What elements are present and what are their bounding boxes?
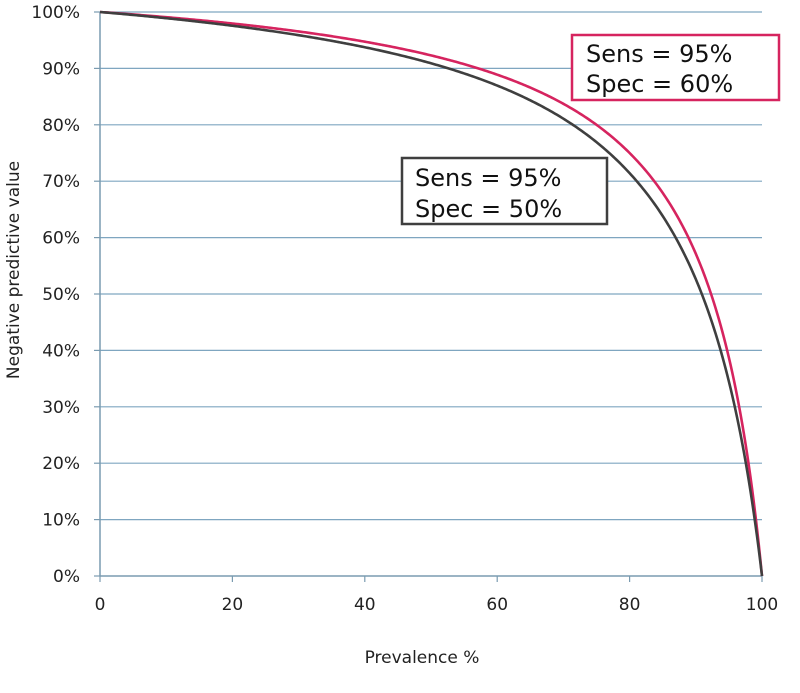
- series-lines: [99, 10, 764, 577]
- annotation-spec-60-line-2: Spec = 60%: [586, 70, 733, 98]
- annotation-spec-50-line-2: Spec = 50%: [415, 195, 562, 223]
- y-axis-title: Negative predictive value: [4, 161, 24, 379]
- y-tick-label: 100%: [31, 3, 80, 23]
- grid-lines: [100, 11, 762, 521]
- x-tick-label: 0: [95, 595, 106, 615]
- y-tick-label: 30%: [42, 398, 80, 418]
- series-line-1: [99, 10, 764, 577]
- y-tick-label: 0%: [53, 567, 80, 587]
- tick-marks: 0% 10% 20% 30% 40% 50% 60% 70% 80% 90% 100% 0 20 40 60…: [31, 3, 778, 615]
- y-tick-label: 60%: [42, 229, 80, 249]
- y-tick-label: 10%: [42, 511, 80, 531]
- x-tick-label: 100: [746, 595, 778, 615]
- annotation-spec-50: Sens = 95% Spec = 50%: [400, 156, 609, 226]
- y-tick-label: 70%: [42, 172, 80, 192]
- y-tick-label: 50%: [42, 285, 80, 305]
- x-tick-label: 60: [486, 595, 508, 615]
- x-axis-title: Prevalence %: [365, 648, 480, 668]
- x-tick-label: 20: [222, 595, 244, 615]
- y-tick-label: 80%: [42, 116, 80, 136]
- y-tick-label: 40%: [42, 341, 80, 361]
- x-tick-label: 40: [354, 595, 376, 615]
- annotation-spec-50-line-1: Sens = 95%: [415, 164, 561, 192]
- series-line-0: [99, 10, 764, 577]
- y-tick-label: 90%: [42, 59, 80, 79]
- y-tick-label: 20%: [42, 454, 80, 474]
- annotation-box-spec-60: [570, 33, 781, 102]
- x-tick-label: 80: [619, 595, 641, 615]
- annotation-spec-60-line-1: Sens = 95%: [586, 40, 732, 68]
- annotation-spec-60: Sens = 95% Spec = 60%: [570, 33, 781, 102]
- annotation-box-spec-50: [400, 156, 609, 226]
